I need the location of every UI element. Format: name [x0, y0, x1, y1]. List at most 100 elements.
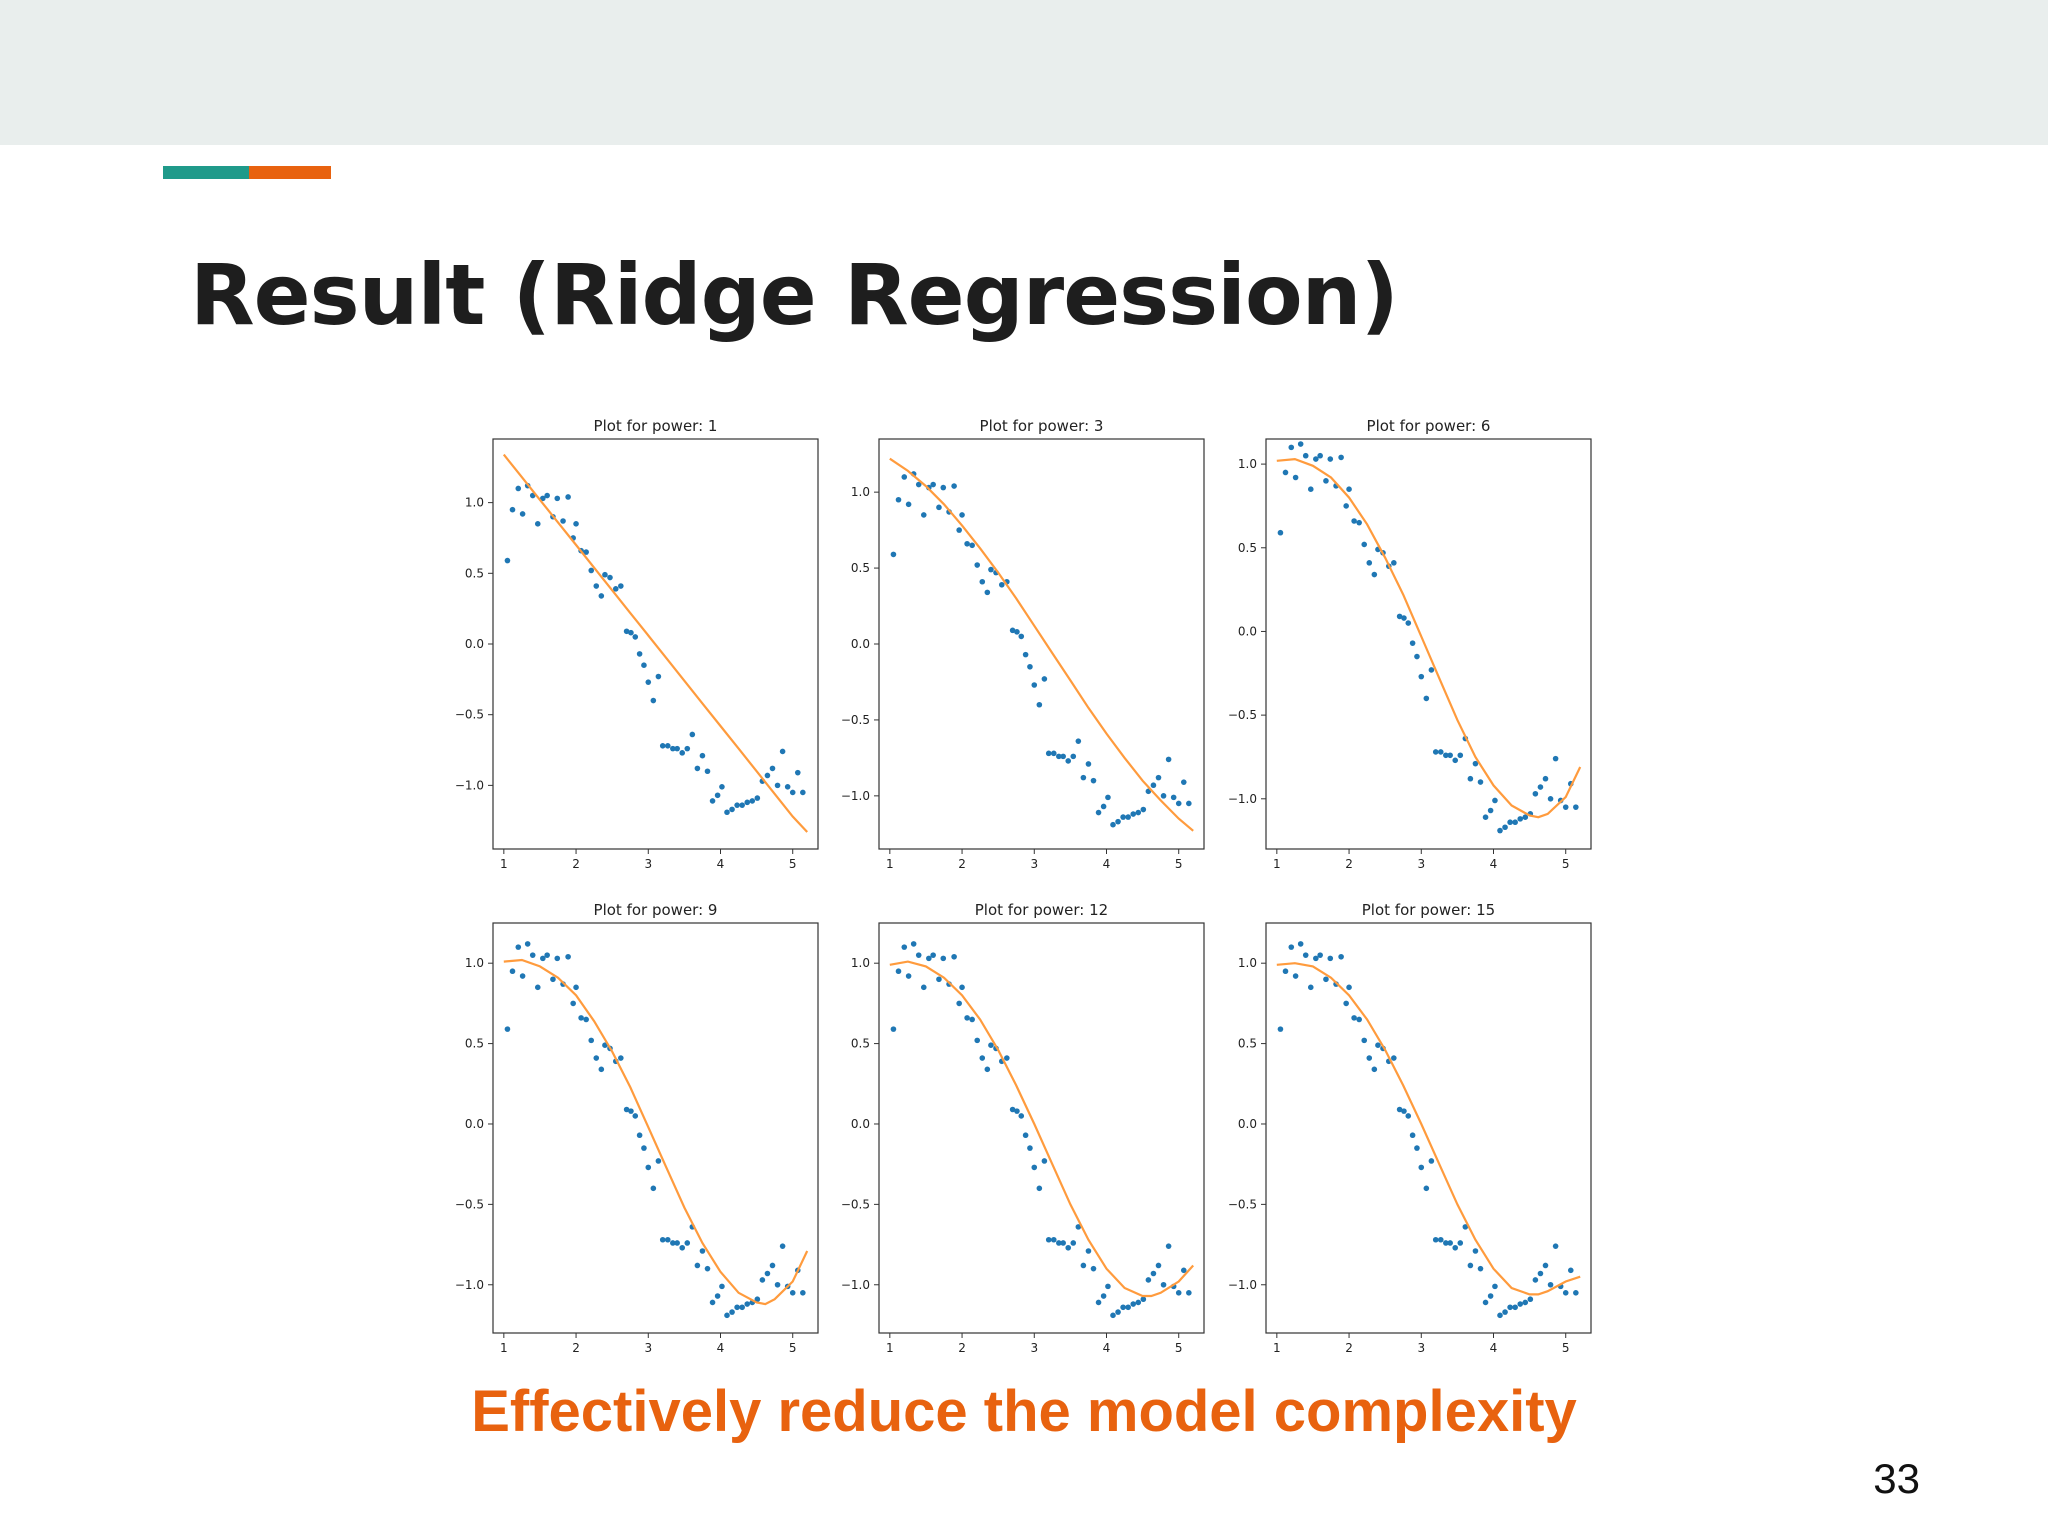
data-point: [759, 1277, 766, 1283]
x-tick-label: 2: [1345, 857, 1353, 871]
x-tick-label: 4: [1490, 1341, 1498, 1355]
data-point: [1170, 794, 1177, 801]
data-point: [1443, 752, 1449, 759]
data-point: [998, 581, 1005, 588]
y-tick-label: 0.5: [851, 1037, 870, 1051]
subplot-5: Plot for power: 12 1 2 3 4 5 1.0 0.5 0.0 −0.5 −1.0: [841, 901, 1205, 1355]
data-point: [764, 772, 771, 779]
data-point: [1041, 676, 1048, 682]
data-point: [1512, 819, 1518, 826]
data-point: [628, 1108, 634, 1114]
data-point: [504, 557, 511, 564]
data-point: [1361, 1037, 1368, 1044]
data-point: [1428, 1158, 1435, 1164]
x-tick-label: 4: [1103, 857, 1111, 871]
data-point: [1462, 1224, 1469, 1230]
x-tick-label: 2: [572, 1341, 580, 1355]
data-point: [602, 571, 608, 578]
data-point: [1487, 1293, 1494, 1299]
data-point: [1186, 1290, 1192, 1296]
data-point: [1432, 1236, 1439, 1243]
data-point: [689, 731, 696, 738]
data-point: [709, 1299, 716, 1306]
data-point: [1366, 560, 1373, 566]
data-point: [1351, 1015, 1357, 1021]
x-tick-label: 2: [958, 857, 966, 871]
data-point: [724, 809, 730, 816]
data-point: [704, 768, 711, 775]
data-point: [729, 806, 735, 813]
accent-bar-teal: [163, 166, 249, 179]
data-point: [1317, 452, 1323, 459]
data-point: [779, 1243, 786, 1249]
data-point: [1313, 456, 1319, 462]
data-point: [1027, 1145, 1033, 1151]
slide-title: Result (Ridge Regression): [190, 246, 1399, 344]
data-point: [1507, 1304, 1513, 1311]
data-point: [1338, 454, 1344, 461]
data-point: [734, 802, 740, 808]
subplot-1: Plot for power: 1 1 2 3 4 5 1.0 0.5 0.0 −0.5 −1.0: [455, 417, 819, 871]
data-point: [544, 952, 550, 958]
data-point: [956, 1000, 962, 1007]
data-point: [749, 798, 756, 804]
data-point: [1150, 782, 1157, 789]
data-point: [1409, 640, 1416, 646]
x-tick-label: 3: [644, 857, 652, 871]
data-point: [1090, 1265, 1097, 1272]
x-tick-label: 1: [1273, 857, 1281, 871]
slide-caption: Effectively reduce the model complexity: [471, 1379, 1577, 1444]
data-point: [1502, 824, 1508, 831]
data-point: [1175, 800, 1182, 807]
data-point: [1155, 1262, 1162, 1269]
data-point: [969, 1016, 975, 1023]
data-point: [1135, 1299, 1142, 1306]
data-point: [1031, 1164, 1038, 1171]
data-point: [509, 968, 516, 975]
data-point: [655, 1158, 662, 1164]
data-point: [1547, 1281, 1554, 1288]
data-point: [1292, 973, 1299, 979]
subplot-4: Plot for power: 9 1 2 3 4 5 1.0 0.5 0.0 −0.5 −1.0: [455, 901, 819, 1355]
axes-frame: [878, 438, 1205, 850]
data-point: [1050, 1236, 1057, 1243]
data-point: [910, 941, 917, 947]
data-point: [901, 474, 908, 480]
data-point: [1075, 1224, 1082, 1230]
data-point: [1414, 653, 1420, 660]
data-point: [1527, 1296, 1534, 1303]
data-point: [565, 953, 571, 960]
data-point: [1502, 1309, 1508, 1315]
data-point: [504, 1026, 511, 1032]
subplot-3: Plot for power: 6 1 2 3 4 5 1.0 0.5 0.0 −0.5 −1.0: [1228, 417, 1592, 871]
data-point: [1405, 620, 1412, 626]
data-point: [964, 540, 970, 547]
data-point: [632, 1113, 639, 1119]
data-point: [1105, 794, 1111, 801]
data-point: [1145, 1277, 1152, 1283]
y-tick-label: 0.5: [465, 1037, 484, 1051]
x-tick-label: 1: [886, 1341, 894, 1355]
data-point: [1405, 1113, 1412, 1119]
data-point: [1507, 819, 1513, 826]
data-point: [974, 562, 981, 568]
data-point: [1120, 1304, 1126, 1311]
data-point: [529, 952, 536, 958]
data-point: [915, 481, 922, 488]
data-point: [674, 1240, 680, 1246]
data-point: [1437, 1236, 1444, 1243]
data-point: [1437, 749, 1444, 755]
data-point: [704, 1265, 711, 1272]
y-tick-label: −1.0: [1228, 792, 1257, 806]
data-point: [1060, 1240, 1066, 1246]
data-point: [1125, 814, 1131, 820]
data-point: [1080, 774, 1087, 781]
y-tick-label: −0.5: [1228, 708, 1257, 722]
data-point: [1482, 814, 1489, 821]
page-number: 33: [1873, 1455, 1920, 1502]
data-point: [1457, 1240, 1464, 1246]
data-point: [1115, 1309, 1121, 1315]
data-point: [1175, 1290, 1182, 1296]
data-point: [1375, 1042, 1381, 1048]
data-point: [588, 567, 595, 574]
